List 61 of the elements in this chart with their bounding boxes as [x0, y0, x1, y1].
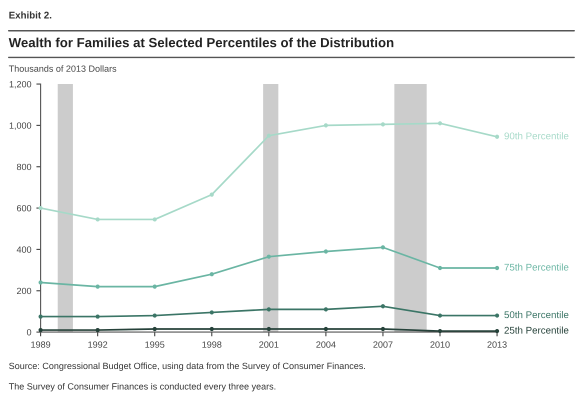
point — [380, 304, 386, 308]
point — [438, 121, 442, 126]
point — [210, 310, 214, 315]
x-tick-label: 1995 — [145, 341, 164, 348]
point — [266, 307, 271, 312]
point — [438, 266, 442, 270]
point — [152, 284, 157, 289]
x-tick-label: 2007 — [373, 341, 393, 348]
point — [152, 217, 157, 222]
point — [210, 326, 214, 332]
text: Exhibit 2. — [9, 11, 52, 19]
x-tick-label: 2010 — [430, 341, 450, 348]
series-label: 25th Percentile — [504, 326, 568, 334]
point — [324, 307, 328, 312]
point — [324, 249, 328, 254]
point — [324, 326, 328, 332]
point — [438, 328, 442, 334]
y-tick-label: 1,000 — [10, 122, 32, 130]
x-tick-label: 2004 — [316, 341, 336, 348]
source-note: Source: Congressional Budget Office, using data from the Survey of Consumer Finances. — [9, 362, 365, 371]
point — [494, 313, 500, 318]
x-tick-label: 2013 — [487, 341, 507, 348]
chart-title: Wealth for Families at Selected Percentiles of the Distribution — [8, 38, 394, 48]
y-tick-label: 800 — [16, 164, 32, 170]
point — [494, 134, 500, 139]
y-tick-label: 200 — [16, 288, 32, 294]
point — [380, 245, 386, 250]
point — [96, 328, 100, 332]
point — [96, 284, 100, 289]
point — [210, 272, 214, 276]
point — [96, 217, 100, 222]
point — [266, 326, 271, 332]
y-tick-label: 400 — [16, 246, 32, 253]
point — [152, 313, 157, 318]
y-axis-title: Thousands of 2013 Dollars — [8, 65, 116, 72]
point — [266, 134, 271, 138]
x-tick-label: 1998 — [202, 341, 222, 348]
point — [96, 314, 100, 319]
point — [38, 328, 43, 332]
point — [324, 123, 328, 128]
point — [38, 206, 43, 210]
x-tick-label: 1989 — [31, 341, 50, 348]
point — [380, 326, 386, 332]
series-label: 75th Percentile — [504, 263, 568, 271]
point — [438, 313, 442, 318]
text: The Survey of Consumer Finances is conducted every three years. — [8, 382, 276, 392]
point — [152, 326, 157, 332]
x-tick-label: 1992 — [88, 341, 108, 348]
point — [38, 280, 43, 285]
point — [380, 122, 386, 126]
y-tick-label: 0 — [26, 329, 32, 336]
series-label: 90th Percentile — [504, 132, 568, 140]
y-tick-label: 600 — [16, 205, 32, 212]
x-tick-label: 2001 — [259, 341, 278, 348]
point — [266, 254, 271, 259]
y-tick-label: 1,200 — [10, 81, 32, 88]
point — [38, 314, 43, 319]
series-label: 50th Percentile — [504, 311, 568, 318]
point — [210, 192, 214, 197]
point — [494, 266, 500, 270]
point — [494, 328, 500, 334]
